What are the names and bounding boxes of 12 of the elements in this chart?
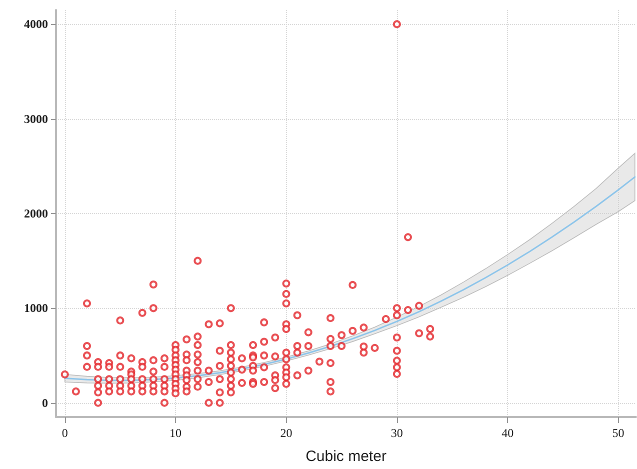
x-axis-title: Cubic meter [306,448,386,465]
y-tick-label: 2000 [24,206,48,220]
x-tick-label: 40 [502,426,514,440]
x-tick-label: 20 [280,426,292,440]
y-tick-label: 4000 [24,17,48,32]
y-tick-label: 0 [42,396,48,410]
x-tick-label: 10 [170,426,182,440]
y-tick-label: 3000 [24,112,48,126]
x-tick-label: 30 [390,426,403,440]
y-tick-label: 1000 [24,301,48,316]
x-tick-label: 0 [62,426,68,440]
x-tick-label: 50 [612,426,624,440]
